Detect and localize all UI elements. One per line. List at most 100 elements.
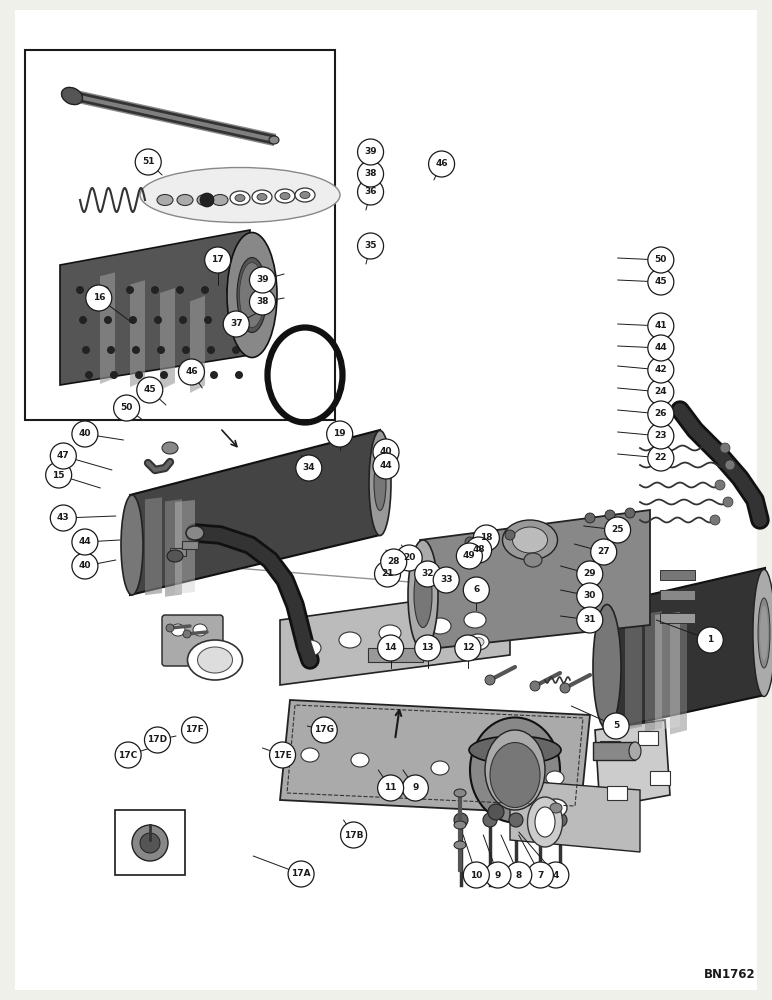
Ellipse shape	[295, 188, 315, 202]
Circle shape	[648, 357, 674, 383]
Bar	[182, 541, 198, 549]
Bar	[607, 786, 627, 800]
Circle shape	[207, 346, 215, 354]
Text: 18: 18	[480, 534, 493, 542]
Text: 50: 50	[120, 403, 133, 412]
Circle shape	[181, 717, 208, 743]
Circle shape	[137, 377, 163, 403]
Ellipse shape	[227, 232, 277, 358]
Circle shape	[115, 742, 141, 768]
Circle shape	[415, 561, 441, 587]
Circle shape	[226, 286, 234, 294]
Ellipse shape	[527, 797, 563, 847]
Circle shape	[154, 316, 162, 324]
Circle shape	[530, 681, 540, 691]
Circle shape	[465, 537, 475, 547]
Text: 11: 11	[384, 784, 397, 792]
Polygon shape	[595, 720, 670, 808]
Text: 27: 27	[598, 548, 610, 556]
Circle shape	[402, 775, 428, 801]
Ellipse shape	[470, 718, 560, 822]
Circle shape	[725, 460, 735, 470]
Text: 43: 43	[57, 514, 69, 522]
Circle shape	[378, 635, 404, 661]
Ellipse shape	[472, 638, 484, 647]
Polygon shape	[160, 288, 175, 390]
Polygon shape	[625, 610, 642, 730]
Circle shape	[463, 577, 489, 603]
Text: 17F: 17F	[185, 726, 204, 734]
Circle shape	[527, 862, 554, 888]
Bar	[660, 590, 695, 600]
Polygon shape	[605, 568, 765, 730]
Circle shape	[178, 359, 205, 385]
Ellipse shape	[257, 194, 267, 200]
Circle shape	[249, 289, 276, 315]
Circle shape	[126, 286, 134, 294]
Circle shape	[577, 583, 603, 609]
Circle shape	[648, 445, 674, 471]
Circle shape	[160, 371, 168, 379]
Text: 46: 46	[185, 367, 198, 376]
Text: 31: 31	[584, 615, 596, 624]
Circle shape	[697, 627, 723, 653]
Ellipse shape	[753, 570, 772, 696]
Circle shape	[229, 316, 237, 324]
Circle shape	[433, 567, 459, 593]
Circle shape	[463, 862, 489, 888]
Circle shape	[76, 286, 84, 294]
Text: BN1762: BN1762	[704, 968, 756, 982]
Circle shape	[72, 421, 98, 447]
Circle shape	[135, 371, 143, 379]
Polygon shape	[280, 588, 510, 685]
Circle shape	[200, 193, 214, 207]
Circle shape	[157, 346, 165, 354]
Text: 17A: 17A	[291, 869, 311, 879]
Text: 17D: 17D	[147, 736, 168, 744]
Text: 46: 46	[435, 159, 448, 168]
Text: 17: 17	[212, 255, 224, 264]
Circle shape	[373, 439, 399, 465]
Text: 21: 21	[381, 570, 394, 578]
Circle shape	[648, 335, 674, 361]
Polygon shape	[280, 700, 590, 815]
Circle shape	[357, 139, 384, 165]
Circle shape	[357, 233, 384, 259]
Ellipse shape	[299, 640, 321, 656]
Ellipse shape	[162, 442, 178, 454]
Bar	[660, 570, 695, 580]
Ellipse shape	[408, 540, 438, 650]
Ellipse shape	[379, 625, 401, 641]
Text: 17C: 17C	[119, 750, 137, 760]
Circle shape	[715, 480, 725, 490]
Circle shape	[485, 675, 495, 685]
Text: 26: 26	[655, 410, 667, 418]
Ellipse shape	[501, 767, 519, 781]
Ellipse shape	[252, 190, 272, 204]
Polygon shape	[145, 497, 162, 595]
Ellipse shape	[237, 257, 267, 332]
Circle shape	[605, 510, 615, 520]
Ellipse shape	[503, 520, 557, 560]
Text: 40: 40	[79, 430, 91, 438]
Circle shape	[288, 861, 314, 887]
Ellipse shape	[414, 562, 432, 628]
Circle shape	[201, 286, 209, 294]
Circle shape	[132, 346, 140, 354]
Text: 39: 39	[256, 275, 269, 284]
Circle shape	[296, 455, 322, 481]
Text: 44: 44	[655, 344, 667, 353]
Polygon shape	[175, 500, 195, 594]
Ellipse shape	[485, 730, 545, 810]
Ellipse shape	[198, 647, 232, 673]
Text: 19: 19	[334, 430, 346, 438]
Text: 29: 29	[584, 570, 596, 578]
Bar	[25, 50, 335, 420]
Ellipse shape	[197, 194, 213, 206]
Ellipse shape	[301, 748, 319, 762]
Circle shape	[506, 862, 532, 888]
Text: 45: 45	[655, 277, 667, 286]
Ellipse shape	[235, 194, 245, 202]
Ellipse shape	[758, 598, 770, 668]
Circle shape	[135, 149, 161, 175]
